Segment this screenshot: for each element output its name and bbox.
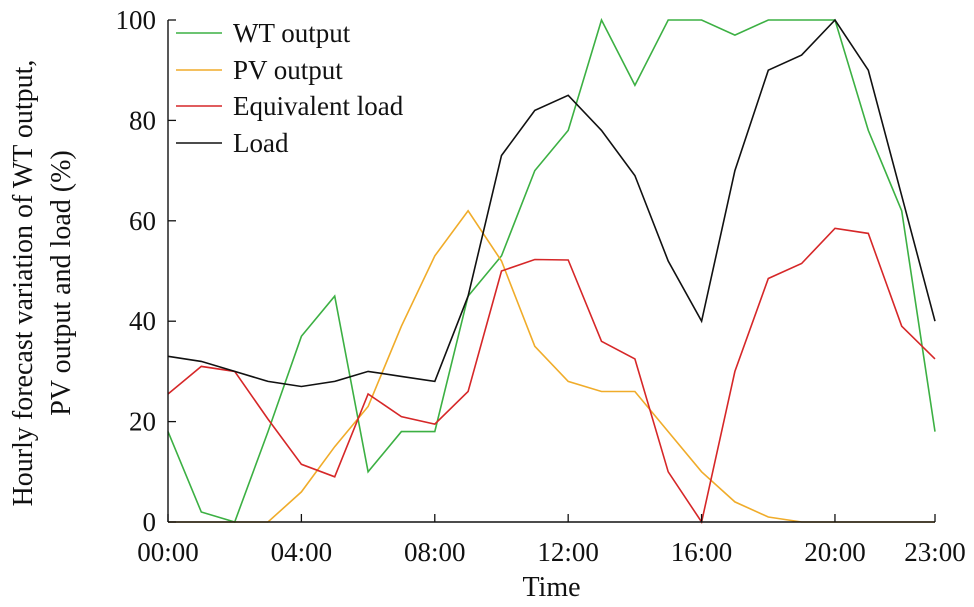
y-axis-title-line: PV output and load (%): [46, 150, 77, 415]
series-line-equivalent-load: [167, 227, 936, 525]
x-axis-title: Time: [522, 572, 580, 603]
axes: 0 20 40 60 80 100 00:00 04:00 08:00 12:00 16:00 20:…: [116, 5, 966, 567]
legend-label-wt-output: WT output: [233, 18, 351, 48]
x-tick-label: 08:00: [404, 537, 466, 567]
x-tick-label: 16:00: [671, 537, 733, 567]
y-tick-label: 0: [143, 507, 157, 537]
legend-label-pv-output: PV output: [233, 55, 343, 85]
series-line-pv-output: [168, 209, 935, 523]
legend: WT output PV output Equivalent load Load: [176, 18, 404, 158]
y-tick-label: 20: [129, 407, 156, 437]
legend-label-load: Load: [233, 128, 289, 158]
y-tick-label: 80: [129, 105, 156, 135]
x-tick-label: 00:00: [137, 537, 199, 567]
x-tick-label: 20:00: [804, 537, 866, 567]
x-tick-label: 12:00: [537, 537, 599, 567]
y-tick-label: 40: [129, 306, 156, 336]
x-tick-label: 23:00: [904, 537, 966, 567]
x-tick-label: 04:00: [271, 537, 333, 567]
y-tick-label: 100: [116, 5, 157, 35]
y-tick-label: 60: [129, 206, 156, 236]
legend-label-equivalent-load: Equivalent load: [233, 91, 404, 121]
axis-labels: Time Hourly forecast variation of WT outp…: [8, 60, 581, 603]
y-axis-title-line: Hourly forecast variation of WT output,: [8, 60, 39, 507]
series-line-load: [167, 18, 936, 388]
series-line-wt-output: [167, 17, 936, 523]
